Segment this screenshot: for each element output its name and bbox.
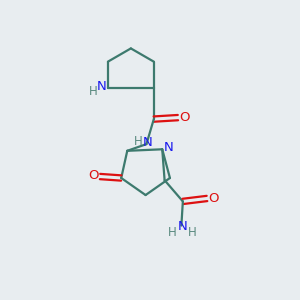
Text: H: H bbox=[134, 135, 142, 148]
Text: N: N bbox=[164, 141, 174, 154]
Text: H: H bbox=[168, 226, 176, 238]
Text: O: O bbox=[88, 169, 99, 182]
Text: N: N bbox=[97, 80, 106, 93]
Text: N: N bbox=[143, 136, 153, 149]
Text: H: H bbox=[188, 226, 197, 239]
Text: H: H bbox=[89, 85, 98, 98]
Text: N: N bbox=[178, 220, 188, 232]
Text: O: O bbox=[208, 192, 219, 205]
Text: O: O bbox=[179, 111, 190, 124]
